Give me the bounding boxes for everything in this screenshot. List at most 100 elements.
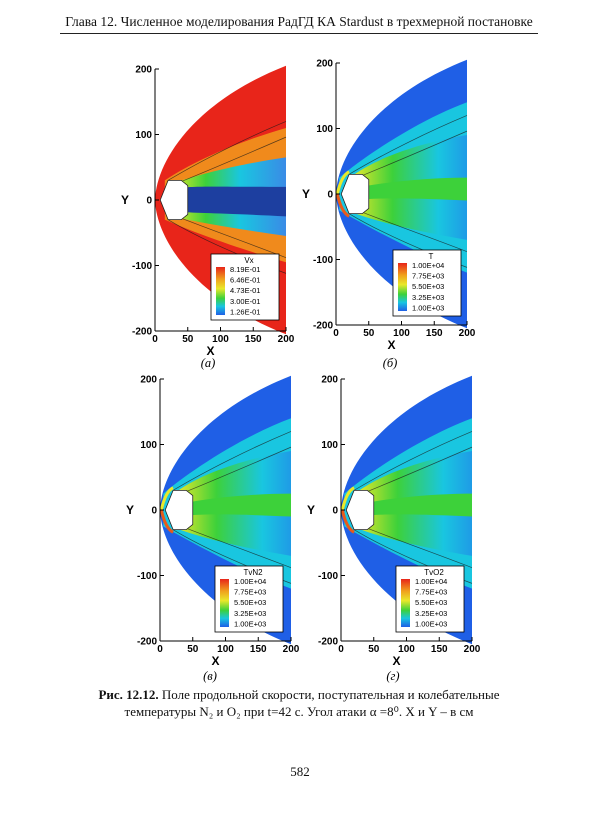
legend-title: T bbox=[429, 252, 434, 261]
y-tick-label: 100 bbox=[135, 130, 152, 141]
hot-layer-top bbox=[335, 170, 350, 195]
x-tick-label: 200 bbox=[283, 644, 300, 655]
y-tick-label: -100 bbox=[313, 255, 333, 266]
page-number: 582 bbox=[290, 764, 310, 779]
x-tick-label: 0 bbox=[333, 328, 339, 339]
x-tick-label: 50 bbox=[368, 644, 380, 655]
legend-value: 5.50E+03 bbox=[415, 598, 447, 607]
panel-4: 0 50 100 150 2002001000-100-200XYTvO21.00E+0… bbox=[307, 375, 481, 684]
x-tick-label: 50 bbox=[187, 644, 199, 655]
hot-layer-bottom bbox=[335, 193, 350, 218]
y-tick-label: -100 bbox=[132, 261, 152, 272]
wake-core bbox=[365, 177, 467, 201]
x-axis-label: X bbox=[392, 654, 400, 668]
x-tick-label: 0 bbox=[152, 334, 158, 345]
y-tick-label: -100 bbox=[137, 571, 157, 582]
legend-value: 1.00E+04 bbox=[412, 261, 444, 270]
x-tick-label: 100 bbox=[398, 644, 415, 655]
legend-colorbar bbox=[216, 267, 225, 315]
y-tick-label: -200 bbox=[132, 327, 152, 338]
x-tick-label: 150 bbox=[245, 334, 262, 345]
x-axis-label: X bbox=[206, 344, 214, 358]
y-tick-label: 200 bbox=[316, 59, 333, 70]
legend-value: 3.25E+03 bbox=[415, 609, 447, 618]
y-axis-label: Y bbox=[121, 193, 129, 207]
legend-value: 1.00E+04 bbox=[234, 577, 266, 586]
capsule-body bbox=[345, 489, 375, 531]
x-tick-label: 150 bbox=[426, 328, 443, 339]
legend-title: TvN2 bbox=[243, 568, 263, 577]
caption-line-1: Поле продольной скорости, поступательная… bbox=[161, 687, 500, 702]
x-tick-label: 50 bbox=[182, 334, 194, 345]
contour-line bbox=[348, 115, 468, 175]
legend-value: 7.75E+03 bbox=[234, 588, 266, 597]
legend-value: 7.75E+03 bbox=[415, 588, 447, 597]
legend-value: 5.50E+03 bbox=[234, 598, 266, 607]
panel-2: 0 50 100 150 200 200 100 0 -100 -200 X Y T1.00E+04 7.… bbox=[302, 59, 476, 371]
legend-value: 3.00E-01 bbox=[230, 297, 260, 306]
legend-value: 4.73E-01 bbox=[230, 286, 260, 295]
hot-layer-top bbox=[340, 486, 355, 511]
figure-caption: Рис. 12.12. Поле продольной скорости, по… bbox=[60, 686, 538, 720]
x-tick-label: 100 bbox=[217, 644, 234, 655]
y-tick-label: 100 bbox=[321, 440, 338, 451]
y-tick-label: -100 bbox=[318, 571, 338, 582]
legend-title: Vx bbox=[244, 256, 253, 265]
legend-value: 1.00E+03 bbox=[415, 619, 447, 628]
hot-layer-bottom bbox=[340, 509, 355, 534]
capsule-body bbox=[340, 173, 370, 215]
panel-label: (в) bbox=[203, 669, 217, 683]
y-tick-label: 0 bbox=[332, 506, 338, 517]
legend: T1.00E+04 7.75E+035.50E+03 3.25E+031.00E+0… bbox=[392, 249, 462, 317]
panel-label: (а) bbox=[201, 356, 216, 370]
y-tick-label: -200 bbox=[137, 637, 157, 648]
capsule-body bbox=[159, 179, 189, 221]
y-tick-label: 100 bbox=[140, 440, 157, 451]
legend-colorbar bbox=[398, 263, 407, 311]
y-axis-label: Y bbox=[126, 503, 134, 517]
x-tick-label: 200 bbox=[278, 334, 295, 345]
legend-value: 3.25E+03 bbox=[412, 293, 444, 302]
caption-line-2: температуры N₂ и O₂ при t=42 с. Угол ата… bbox=[124, 704, 474, 719]
panel-label: (б) bbox=[383, 356, 398, 370]
legend-value: 3.25E+03 bbox=[234, 609, 266, 618]
x-tick-label: 0 bbox=[157, 644, 163, 655]
x-axis-label: X bbox=[211, 654, 219, 668]
x-axis-label: X bbox=[387, 338, 395, 352]
wake-core bbox=[189, 493, 291, 517]
legend-value: 1.00E+04 bbox=[415, 577, 447, 586]
contour-line bbox=[353, 431, 473, 491]
x-tick-label: 150 bbox=[431, 644, 448, 655]
y-tick-label: 200 bbox=[321, 375, 338, 386]
x-tick-label: 0 bbox=[338, 644, 344, 655]
hot-layer-bottom bbox=[159, 509, 174, 534]
legend-title: TvO2 bbox=[424, 568, 444, 577]
running-header: Глава 12. Численное моделирования РадГД … bbox=[65, 14, 533, 29]
legend-value: 6.46E-01 bbox=[230, 276, 260, 285]
wake-core bbox=[370, 493, 472, 517]
legend-colorbar bbox=[401, 579, 410, 627]
capsule-body bbox=[164, 489, 194, 531]
panel-3: 0 50 100 150 2002001000-100-200XYTvN21.00E+0… bbox=[126, 375, 300, 684]
legend-value: 1.00E+03 bbox=[412, 303, 444, 312]
y-tick-label: 100 bbox=[316, 124, 333, 135]
legend-value: 8.19E-01 bbox=[230, 265, 260, 274]
panel-1: 0 50 100 150 200 200 100 0 -100 -200 X Y Vx8.19E-01 6… bbox=[121, 65, 295, 371]
x-tick-label: 50 bbox=[363, 328, 375, 339]
caption-label: Рис. 12.12. bbox=[98, 687, 159, 702]
y-tick-label: 200 bbox=[140, 375, 157, 386]
legend-value: 1.26E-01 bbox=[230, 307, 260, 316]
y-tick-label: 0 bbox=[146, 196, 152, 207]
y-axis-label: Y bbox=[307, 503, 315, 517]
x-tick-label: 100 bbox=[212, 334, 229, 345]
legend-value: 1.00E+03 bbox=[234, 619, 266, 628]
x-tick-label: 150 bbox=[250, 644, 267, 655]
y-tick-label: -200 bbox=[313, 321, 333, 332]
legend-colorbar bbox=[220, 579, 229, 627]
y-tick-label: 0 bbox=[327, 190, 333, 201]
y-axis-label: Y bbox=[302, 187, 310, 201]
legend: Vx8.19E-01 6.46E-014.73E-01 3.00E-011.26E-… bbox=[210, 253, 280, 321]
